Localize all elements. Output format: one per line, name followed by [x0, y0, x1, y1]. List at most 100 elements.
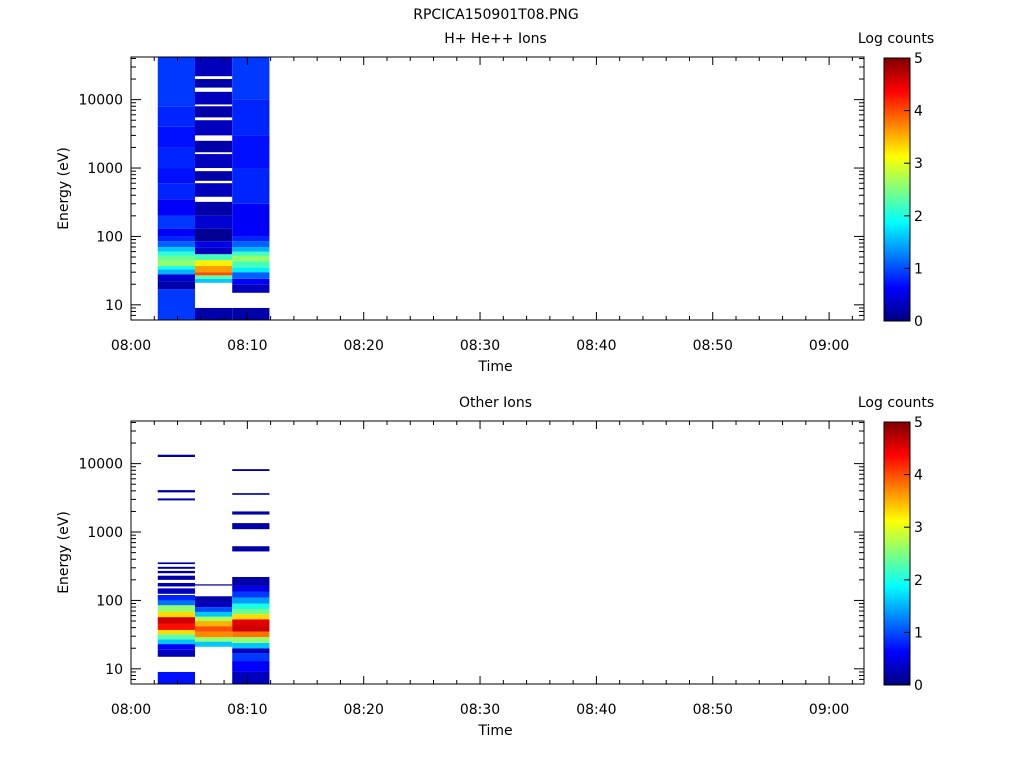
spectrogram-cell — [157, 582, 195, 587]
x-tick-label: 08:20 — [344, 338, 384, 354]
x-axis-label: Time — [477, 723, 512, 739]
spectrogram-cell — [232, 619, 270, 626]
spectrogram-cell — [232, 577, 270, 586]
spectrogram-cell — [194, 631, 233, 638]
spectrogram-cell — [194, 140, 233, 153]
panels: H+ He++ Ions 08:00 08:10 08:20 08:30 08:40 08:… — [56, 31, 934, 739]
colorbar-tick-label: 4 — [914, 468, 923, 484]
x-tick-label: 08:40 — [576, 338, 616, 354]
spectrogram-cell — [157, 269, 195, 275]
spectrogram-cell — [157, 629, 195, 635]
colorbar-label: Log counts — [858, 31, 934, 47]
spectrogram-cell — [232, 614, 270, 620]
x-tick-label: 08:50 — [693, 338, 733, 354]
spectrogram-cell — [194, 183, 233, 197]
spectrogram-cell — [194, 247, 233, 255]
spectrogram-cell — [157, 255, 195, 261]
spectrogram-cell — [194, 260, 233, 266]
colorbar-tick-label: 3 — [914, 520, 923, 536]
spectrogram-cell — [157, 600, 195, 606]
spectrogram-cell — [194, 307, 233, 320]
spectrogram-cell — [157, 570, 195, 574]
y-tick-label: 1000 — [87, 525, 123, 541]
spectrogram-cell — [157, 274, 195, 282]
y-tick-label: 10 — [105, 298, 123, 314]
spectrogram-cell — [157, 289, 195, 320]
spectrogram-cell — [232, 511, 270, 515]
spectrogram-cell — [157, 575, 195, 580]
spectrogram-cell — [157, 490, 195, 493]
spectrogram-cell — [194, 120, 233, 136]
spectrogram-cell — [232, 469, 270, 472]
x-tick-label: 08:00 — [111, 702, 151, 718]
spectrogram-cell — [232, 631, 270, 638]
spectrogram-cell — [194, 601, 233, 608]
colorbar-tick-label: 1 — [914, 261, 923, 277]
spectrogram-cell — [194, 57, 233, 77]
spectrogram-cell — [157, 639, 195, 645]
spectrogram-cell — [194, 241, 233, 248]
spectrogram-cell — [194, 265, 233, 273]
spectrogram-cell — [194, 641, 233, 647]
spectrogram-cell — [194, 278, 233, 283]
spectrogram-cell — [194, 215, 233, 229]
x-tick-label: 09:00 — [809, 702, 849, 718]
x-tick-label: 08:10 — [227, 338, 267, 354]
spectrogram-cell — [232, 99, 270, 136]
spectrogram-cell — [157, 106, 195, 127]
spectrogram-cell — [157, 251, 195, 256]
colorbar-tick-label: 4 — [914, 104, 923, 120]
panel-title: H+ He++ Ions — [444, 31, 547, 47]
spectrogram-cell — [157, 215, 195, 229]
spectrogram-cell — [232, 261, 270, 268]
spectrogram-cell — [232, 236, 270, 242]
y-tick-label: 10 — [105, 662, 123, 678]
colorbar-tick-label: 1 — [914, 625, 923, 641]
spectrogram-cell — [194, 254, 233, 261]
spectrogram-cell — [194, 637, 233, 642]
spectrogram-cell — [157, 260, 195, 266]
spectrogram-cell — [232, 648, 270, 654]
spectrogram-cell — [232, 272, 270, 279]
spectrogram-cell — [157, 623, 195, 630]
spectrogram-cell — [232, 608, 270, 615]
spectrogram-cell — [232, 278, 270, 285]
x-tick-label: 08:40 — [576, 702, 616, 718]
spectrogram-cell — [232, 671, 270, 684]
colorbar-tick-label: 2 — [914, 209, 923, 225]
spectrogram-cell — [157, 199, 195, 216]
spectrogram-cell — [157, 634, 195, 640]
spectrogram-data — [157, 454, 270, 684]
spectrogram-cell — [157, 228, 195, 237]
spectrogram-cell — [157, 241, 195, 248]
spectrogram-cell — [232, 168, 270, 204]
colorbar: 0 1 2 3 4 5 Log counts — [858, 395, 934, 694]
spectrogram-cell — [232, 603, 270, 609]
y-tick-label: 10000 — [78, 457, 123, 473]
spectrogram-cell — [232, 57, 270, 100]
colorbar-tick-label: 5 — [914, 415, 923, 431]
spectrogram-cell — [157, 644, 195, 650]
spectrogram-cell — [232, 203, 270, 237]
spectrogram-cell — [232, 661, 270, 672]
spectrogram-cell — [232, 251, 270, 256]
spectrogram-cell — [194, 607, 233, 612]
x-tick-label: 08:10 — [227, 702, 267, 718]
colorbar-tick-label: 2 — [914, 573, 923, 589]
spectrogram-cell — [157, 562, 195, 565]
spectrogram-cell — [232, 591, 270, 598]
x-tick-label: 09:00 — [809, 338, 849, 354]
spectrogram-cell — [194, 626, 233, 632]
spectrogram-cell — [232, 637, 270, 643]
x-tick-label: 08:50 — [693, 702, 733, 718]
spectrogram-cell — [157, 611, 195, 618]
spectrogram-cell — [157, 168, 195, 184]
spectrogram-cell — [157, 147, 195, 169]
spectrogram-cell — [232, 523, 270, 530]
spectrogram-cell — [232, 597, 270, 604]
spectrogram-cell — [232, 493, 270, 495]
spectrogram-cell — [194, 201, 233, 216]
spectrogram-cell — [194, 611, 233, 617]
spectrogram-cell — [194, 228, 233, 242]
